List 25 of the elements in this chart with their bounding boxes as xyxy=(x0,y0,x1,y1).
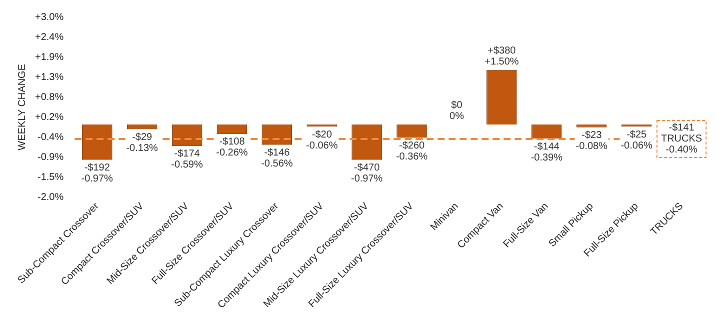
data-label: -$470 -0.97% xyxy=(350,162,383,185)
data-label: -$25 -0.06% xyxy=(620,129,653,152)
y-tick-label: -0.4% xyxy=(38,132,64,143)
y-tick-label: +1.9% xyxy=(34,52,64,63)
data-label: -$29 -0.13% xyxy=(126,132,158,154)
y-tick-label: +3.0% xyxy=(34,12,64,23)
data-label: -$108 -0.26% xyxy=(216,136,248,159)
y-tick-label: -2.0% xyxy=(38,192,64,204)
y-tick-label: +0.8% xyxy=(34,92,64,103)
y-tick-label: +0.2% xyxy=(34,112,64,123)
data-label: -$23 -0.08% xyxy=(576,130,608,152)
data-label: -$192 -0.97% xyxy=(81,162,114,185)
data-label: -$146 -0.56% xyxy=(261,148,293,170)
data-label: +$380 +1.50% xyxy=(484,46,519,68)
y-axis-title: WEEKLY CHANGE xyxy=(16,64,28,150)
data-label: -$20 -0.06% xyxy=(306,129,338,152)
data-label: $0 0% xyxy=(450,100,464,122)
data-label: -$174 -0.59% xyxy=(171,148,203,171)
y-tick-label: +1.3% xyxy=(34,72,64,83)
y-tick-label: -0.9% xyxy=(38,152,64,164)
y-tick-label: -1.5% xyxy=(38,172,64,184)
data-label: -$260 -0.36% xyxy=(396,140,428,162)
y-tick-label: +2.4% xyxy=(34,32,64,43)
data-label: -$144 -0.39% xyxy=(530,141,563,164)
ref-line-label: -$141 TRUCKS -0.40% xyxy=(660,122,702,156)
